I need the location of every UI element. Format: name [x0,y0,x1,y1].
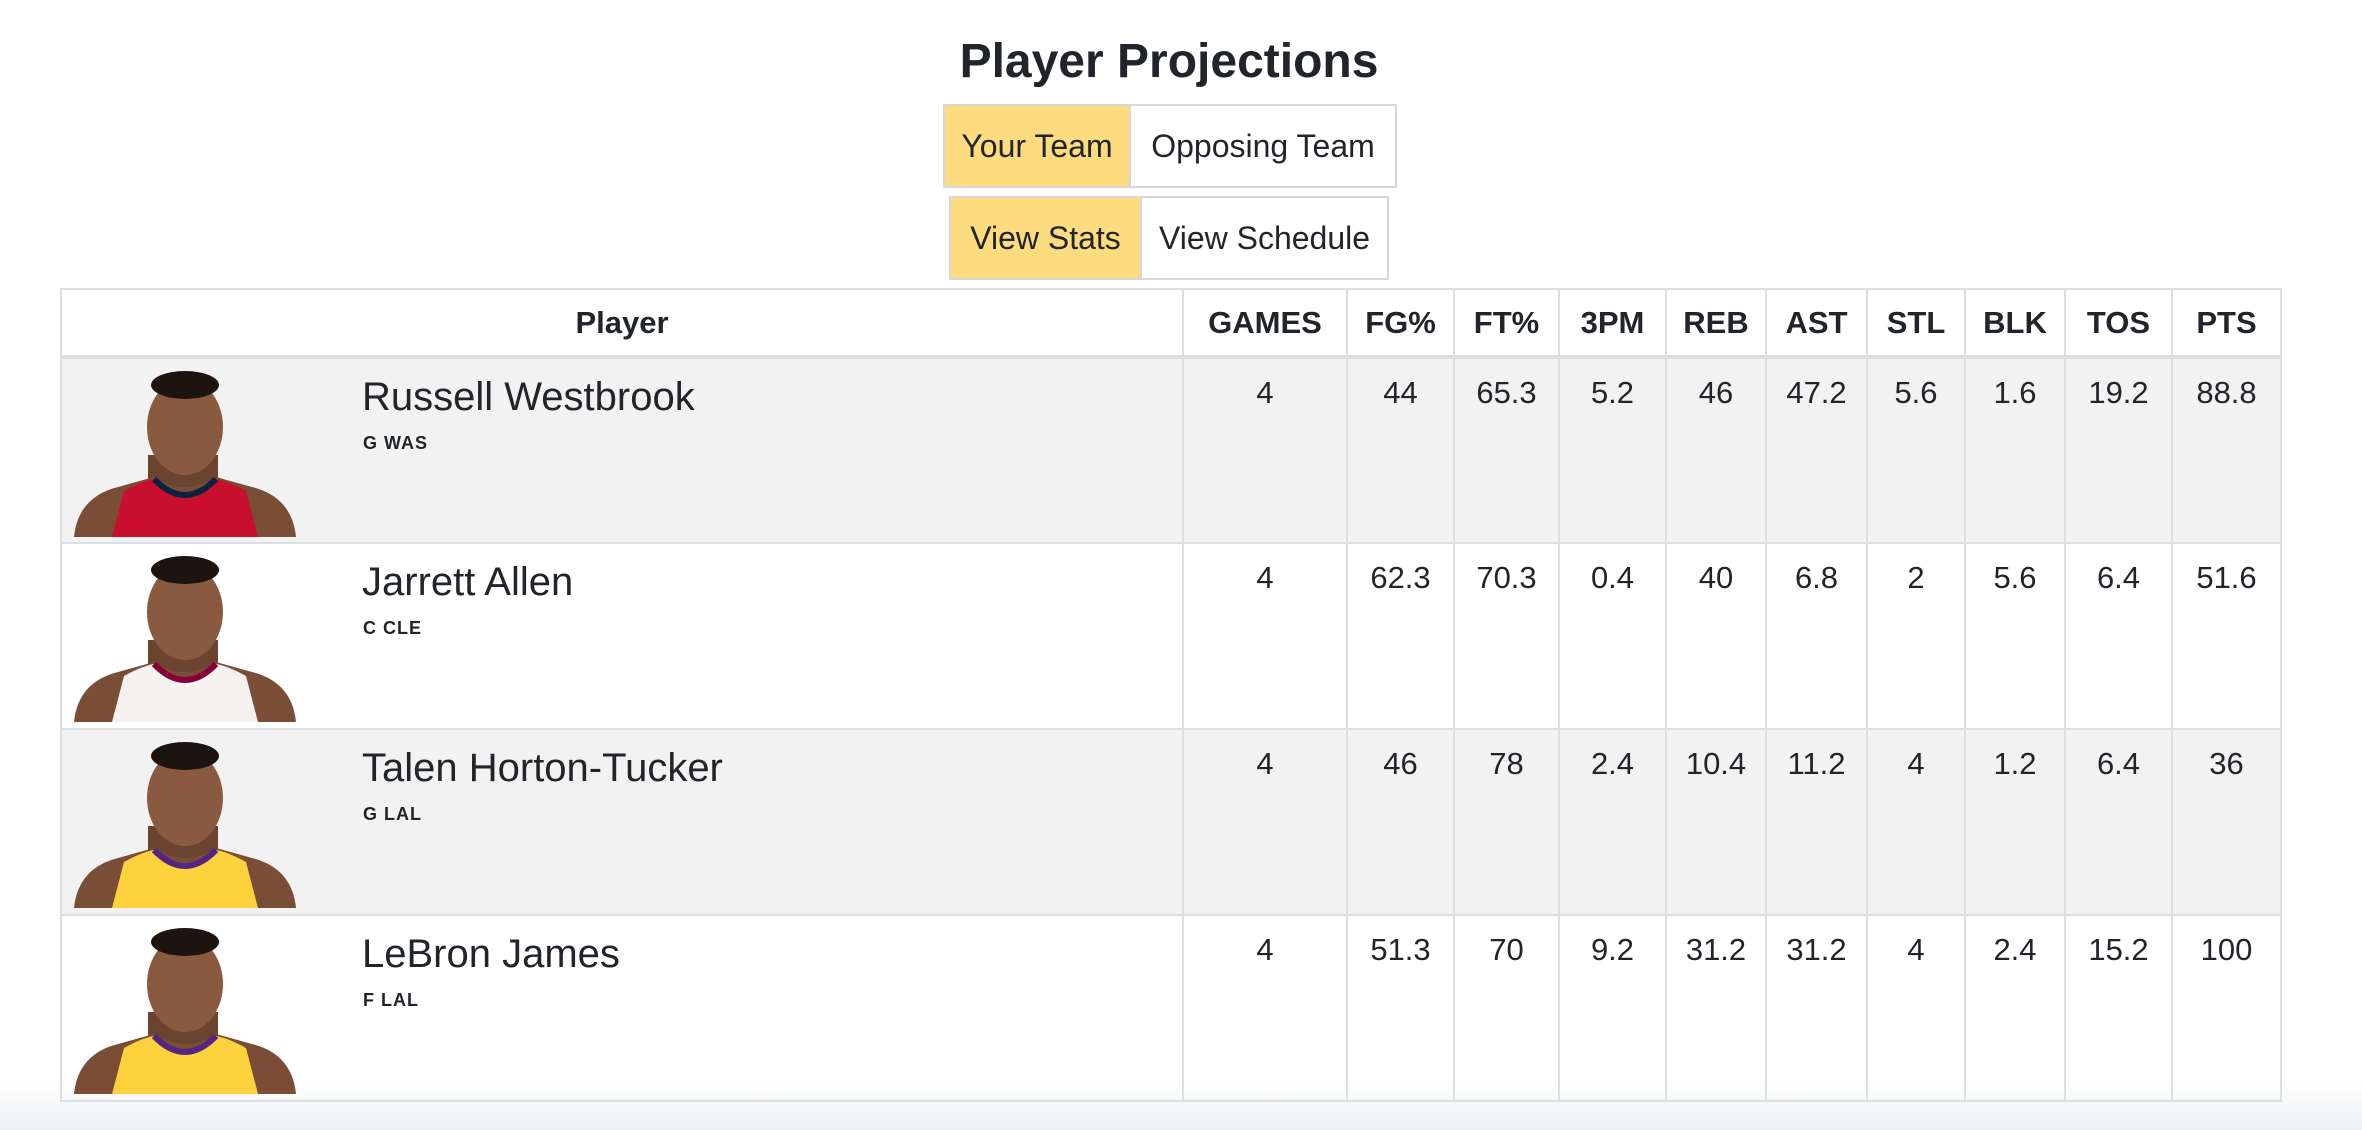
player-name[interactable]: Talen Horton-Tucker [362,746,723,790]
player-row[interactable]: Talen Horton-Tucker G LAL 4 46 78 2.4 10.4 11.2… [60,728,2282,916]
column-header-ft-pct[interactable]: FT% [1453,288,1560,359]
column-header-player[interactable]: Player [60,288,1184,359]
stat-stl: 2 [1866,542,1966,730]
player-position-team: G WAS [363,433,429,453]
player-rows: Russell Westbrook G WAS 4 44 65.3 5.2 46 47.2 5.… [60,356,2282,1102]
column-header-blk[interactable]: BLK [1964,288,2066,359]
stat-pts: 88.8 [2171,356,2282,544]
player-row[interactable]: Russell Westbrook G WAS 4 44 65.3 5.2 46 47.2 5.… [60,356,2282,544]
stat-ast: 6.8 [1765,542,1868,730]
team-toggle: Your Team Opposing Team [943,104,1397,188]
stat-blk: 1.2 [1964,728,2066,916]
column-header-ast[interactable]: AST [1765,288,1868,359]
page-title: Player Projections [959,35,1379,88]
stat-fg-pct: 44 [1346,356,1455,544]
player-cell: Russell Westbrook G WAS [60,356,1184,544]
player-row[interactable]: Jarrett Allen C CLE 4 62.3 70.3 0.4 40 6.8 2 5.6 6… [60,542,2282,730]
stat-reb: 10.4 [1665,728,1767,916]
stat-ast: 47.2 [1765,356,1868,544]
stat-3pm: 9.2 [1558,914,1667,1102]
stat-pts: 51.6 [2171,542,2282,730]
player-headshot [72,926,298,1094]
column-header-games[interactable]: GAMES [1182,288,1348,359]
player-cell: LeBron James F LAL [60,914,1184,1102]
column-header-stl[interactable]: STL [1866,288,1966,359]
stat-reb: 40 [1665,542,1767,730]
stat-games: 4 [1182,542,1348,730]
stat-ast: 11.2 [1765,728,1868,916]
stat-stl: 4 [1866,728,1966,916]
player-position-team: G LAL [363,804,422,824]
column-header-pts[interactable]: PTS [2171,288,2282,359]
stat-blk: 2.4 [1964,914,2066,1102]
column-header-fg-pct[interactable]: FG% [1346,288,1455,359]
column-header-tos[interactable]: TOS [2064,288,2173,359]
stat-pts: 36 [2171,728,2282,916]
stat-fg-pct: 51.3 [1346,914,1455,1102]
stat-tos: 6.4 [2064,728,2173,916]
stat-stl: 4 [1866,914,1966,1102]
stat-games: 4 [1182,914,1348,1102]
player-headshot [72,369,298,537]
stat-tos: 19.2 [2064,356,2173,544]
opposing-team-button[interactable]: Opposing Team [1151,127,1375,164]
view-toggle: View Stats View Schedule [949,196,1389,280]
stat-blk: 1.6 [1964,356,2066,544]
stat-tos: 6.4 [2064,542,2173,730]
player-name[interactable]: LeBron James [362,932,620,976]
stat-pts: 100 [2171,914,2282,1102]
stat-fg-pct: 62.3 [1346,542,1455,730]
column-header-3pm[interactable]: 3PM [1558,288,1667,359]
player-position-team: C CLE [363,618,422,638]
stat-stl: 5.6 [1866,356,1966,544]
stat-games: 4 [1182,356,1348,544]
player-cell: Jarrett Allen C CLE [60,542,1184,730]
view-schedule-button[interactable]: View Schedule [1158,219,1371,256]
player-headshot [72,740,298,908]
stat-reb: 46 [1665,356,1767,544]
stat-ft-pct: 70.3 [1453,542,1560,730]
stat-blk: 5.6 [1964,542,2066,730]
player-position-team: F LAL [363,990,419,1010]
stat-3pm: 5.2 [1558,356,1667,544]
stat-ft-pct: 70 [1453,914,1560,1102]
column-header-reb[interactable]: REB [1665,288,1767,359]
player-row[interactable]: LeBron James F LAL 4 51.3 70 9.2 31.2 31.2 4 2.4 1… [60,914,2282,1102]
stat-reb: 31.2 [1665,914,1767,1102]
stat-ft-pct: 78 [1453,728,1560,916]
player-cell: Talen Horton-Tucker G LAL [60,728,1184,916]
stat-3pm: 0.4 [1558,542,1667,730]
stat-games: 4 [1182,728,1348,916]
stat-ft-pct: 65.3 [1453,356,1560,544]
player-name[interactable]: Jarrett Allen [362,560,574,604]
your-team-button[interactable]: Your Team [945,106,1131,186]
player-headshot [72,554,298,722]
stat-tos: 15.2 [2064,914,2173,1102]
stat-fg-pct: 46 [1346,728,1455,916]
projections-table: Player GAMES FG% FT% 3PM REB AST STL BLK… [60,288,2282,1102]
player-name[interactable]: Russell Westbrook [362,375,695,419]
stat-3pm: 2.4 [1558,728,1667,916]
header-row: Player GAMES FG% FT% 3PM REB AST STL BLK… [60,288,2282,359]
view-stats-button[interactable]: View Stats [951,198,1142,278]
stat-ast: 31.2 [1765,914,1868,1102]
